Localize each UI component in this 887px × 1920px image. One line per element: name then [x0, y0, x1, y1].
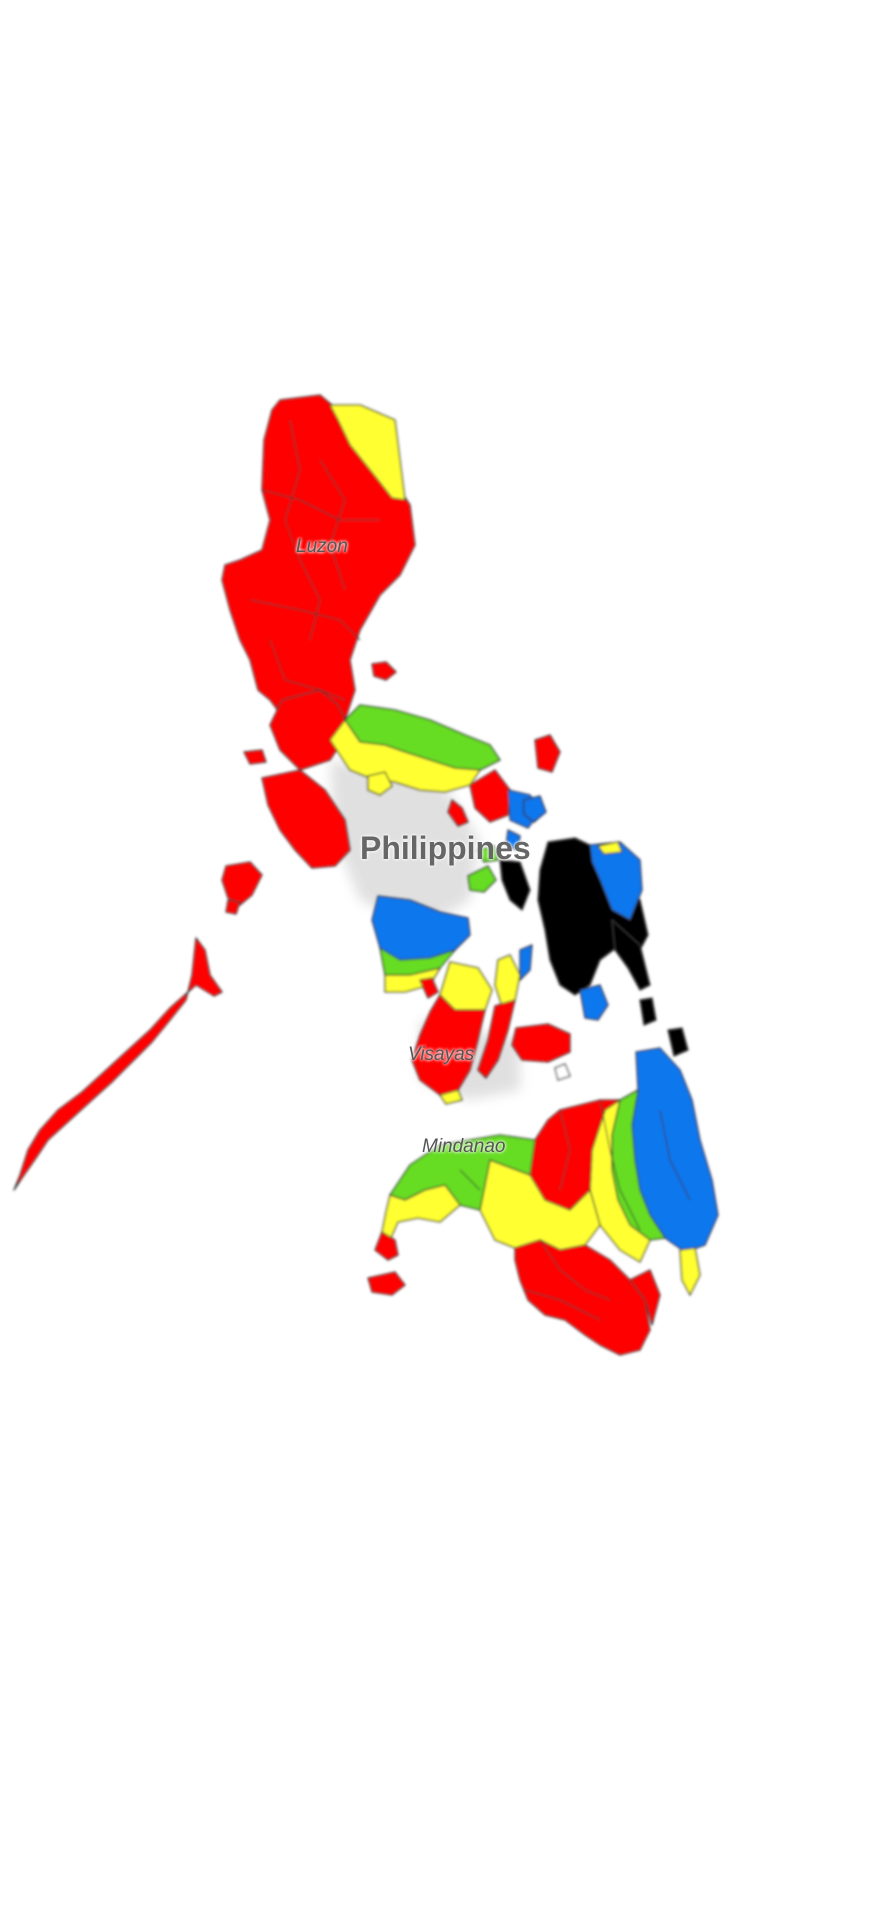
island-leyte-blue[interactable]	[579, 984, 609, 1021]
island-catanduanes[interactable]	[534, 734, 561, 773]
island-camiguin[interactable]	[554, 1063, 571, 1081]
island-sibuyan[interactable]	[505, 829, 521, 851]
label-luzon: Luzon	[296, 536, 348, 557]
island-culion[interactable]	[225, 899, 241, 915]
island-samar-blue[interactable]	[589, 841, 643, 921]
label-mindanao: Mindanao	[422, 1136, 506, 1157]
region-bicol-red[interactable]	[469, 769, 511, 823]
island-romblon[interactable]	[447, 799, 469, 827]
island-polillo[interactable]	[371, 661, 397, 681]
island-leyte-black[interactable]	[611, 919, 651, 991]
mindanao-island-group	[367, 1047, 719, 1356]
island-islets-black[interactable]	[499, 859, 531, 911]
island-bohol[interactable]	[511, 1023, 571, 1063]
island-masbate[interactable]	[467, 865, 497, 893]
island-lubang[interactable]	[243, 749, 267, 765]
label-visayas: Visayas	[408, 1044, 475, 1065]
region-sarangani-red[interactable]	[629, 1269, 661, 1326]
region-zamboanga-yellow[interactable]	[381, 1184, 461, 1241]
region-cagayan-yellow[interactable]	[329, 404, 406, 501]
region-southern-tagalog[interactable]	[269, 689, 351, 771]
province-borders-mindanao	[459, 1099, 691, 1321]
island-negros-yellow-south[interactable]	[439, 1089, 463, 1105]
island-dinagat-black[interactable]	[667, 1027, 689, 1057]
island-mindoro[interactable]	[261, 769, 351, 869]
palawan-island-group	[13, 861, 263, 1191]
island-small-blue[interactable]	[523, 795, 547, 823]
island-burias[interactable]	[477, 845, 499, 863]
island-cebu-blue[interactable]	[519, 944, 533, 981]
island-marinduque[interactable]	[367, 771, 393, 796]
island-biliran-black[interactable]	[639, 997, 657, 1026]
island-samar-yellow[interactable]	[597, 841, 623, 855]
island-basilan[interactable]	[367, 1271, 406, 1296]
luzon-island-group	[221, 394, 561, 869]
region-davao-yellow[interactable]	[679, 1247, 701, 1296]
province-borders-luzon	[249, 419, 380, 701]
island-cebu-yellow[interactable]	[494, 954, 521, 1007]
island-palawan-main[interactable]	[13, 937, 223, 1191]
label-country: Philippines	[360, 830, 531, 866]
region-zamboanga-tip-red[interactable]	[374, 1231, 399, 1261]
island-cebu-red[interactable]	[477, 999, 516, 1079]
island-guimaras[interactable]	[419, 977, 439, 999]
island-busuanga[interactable]	[221, 861, 263, 906]
region-southern-red[interactable]	[514, 1239, 651, 1356]
visayas-island-group	[371, 795, 689, 1105]
